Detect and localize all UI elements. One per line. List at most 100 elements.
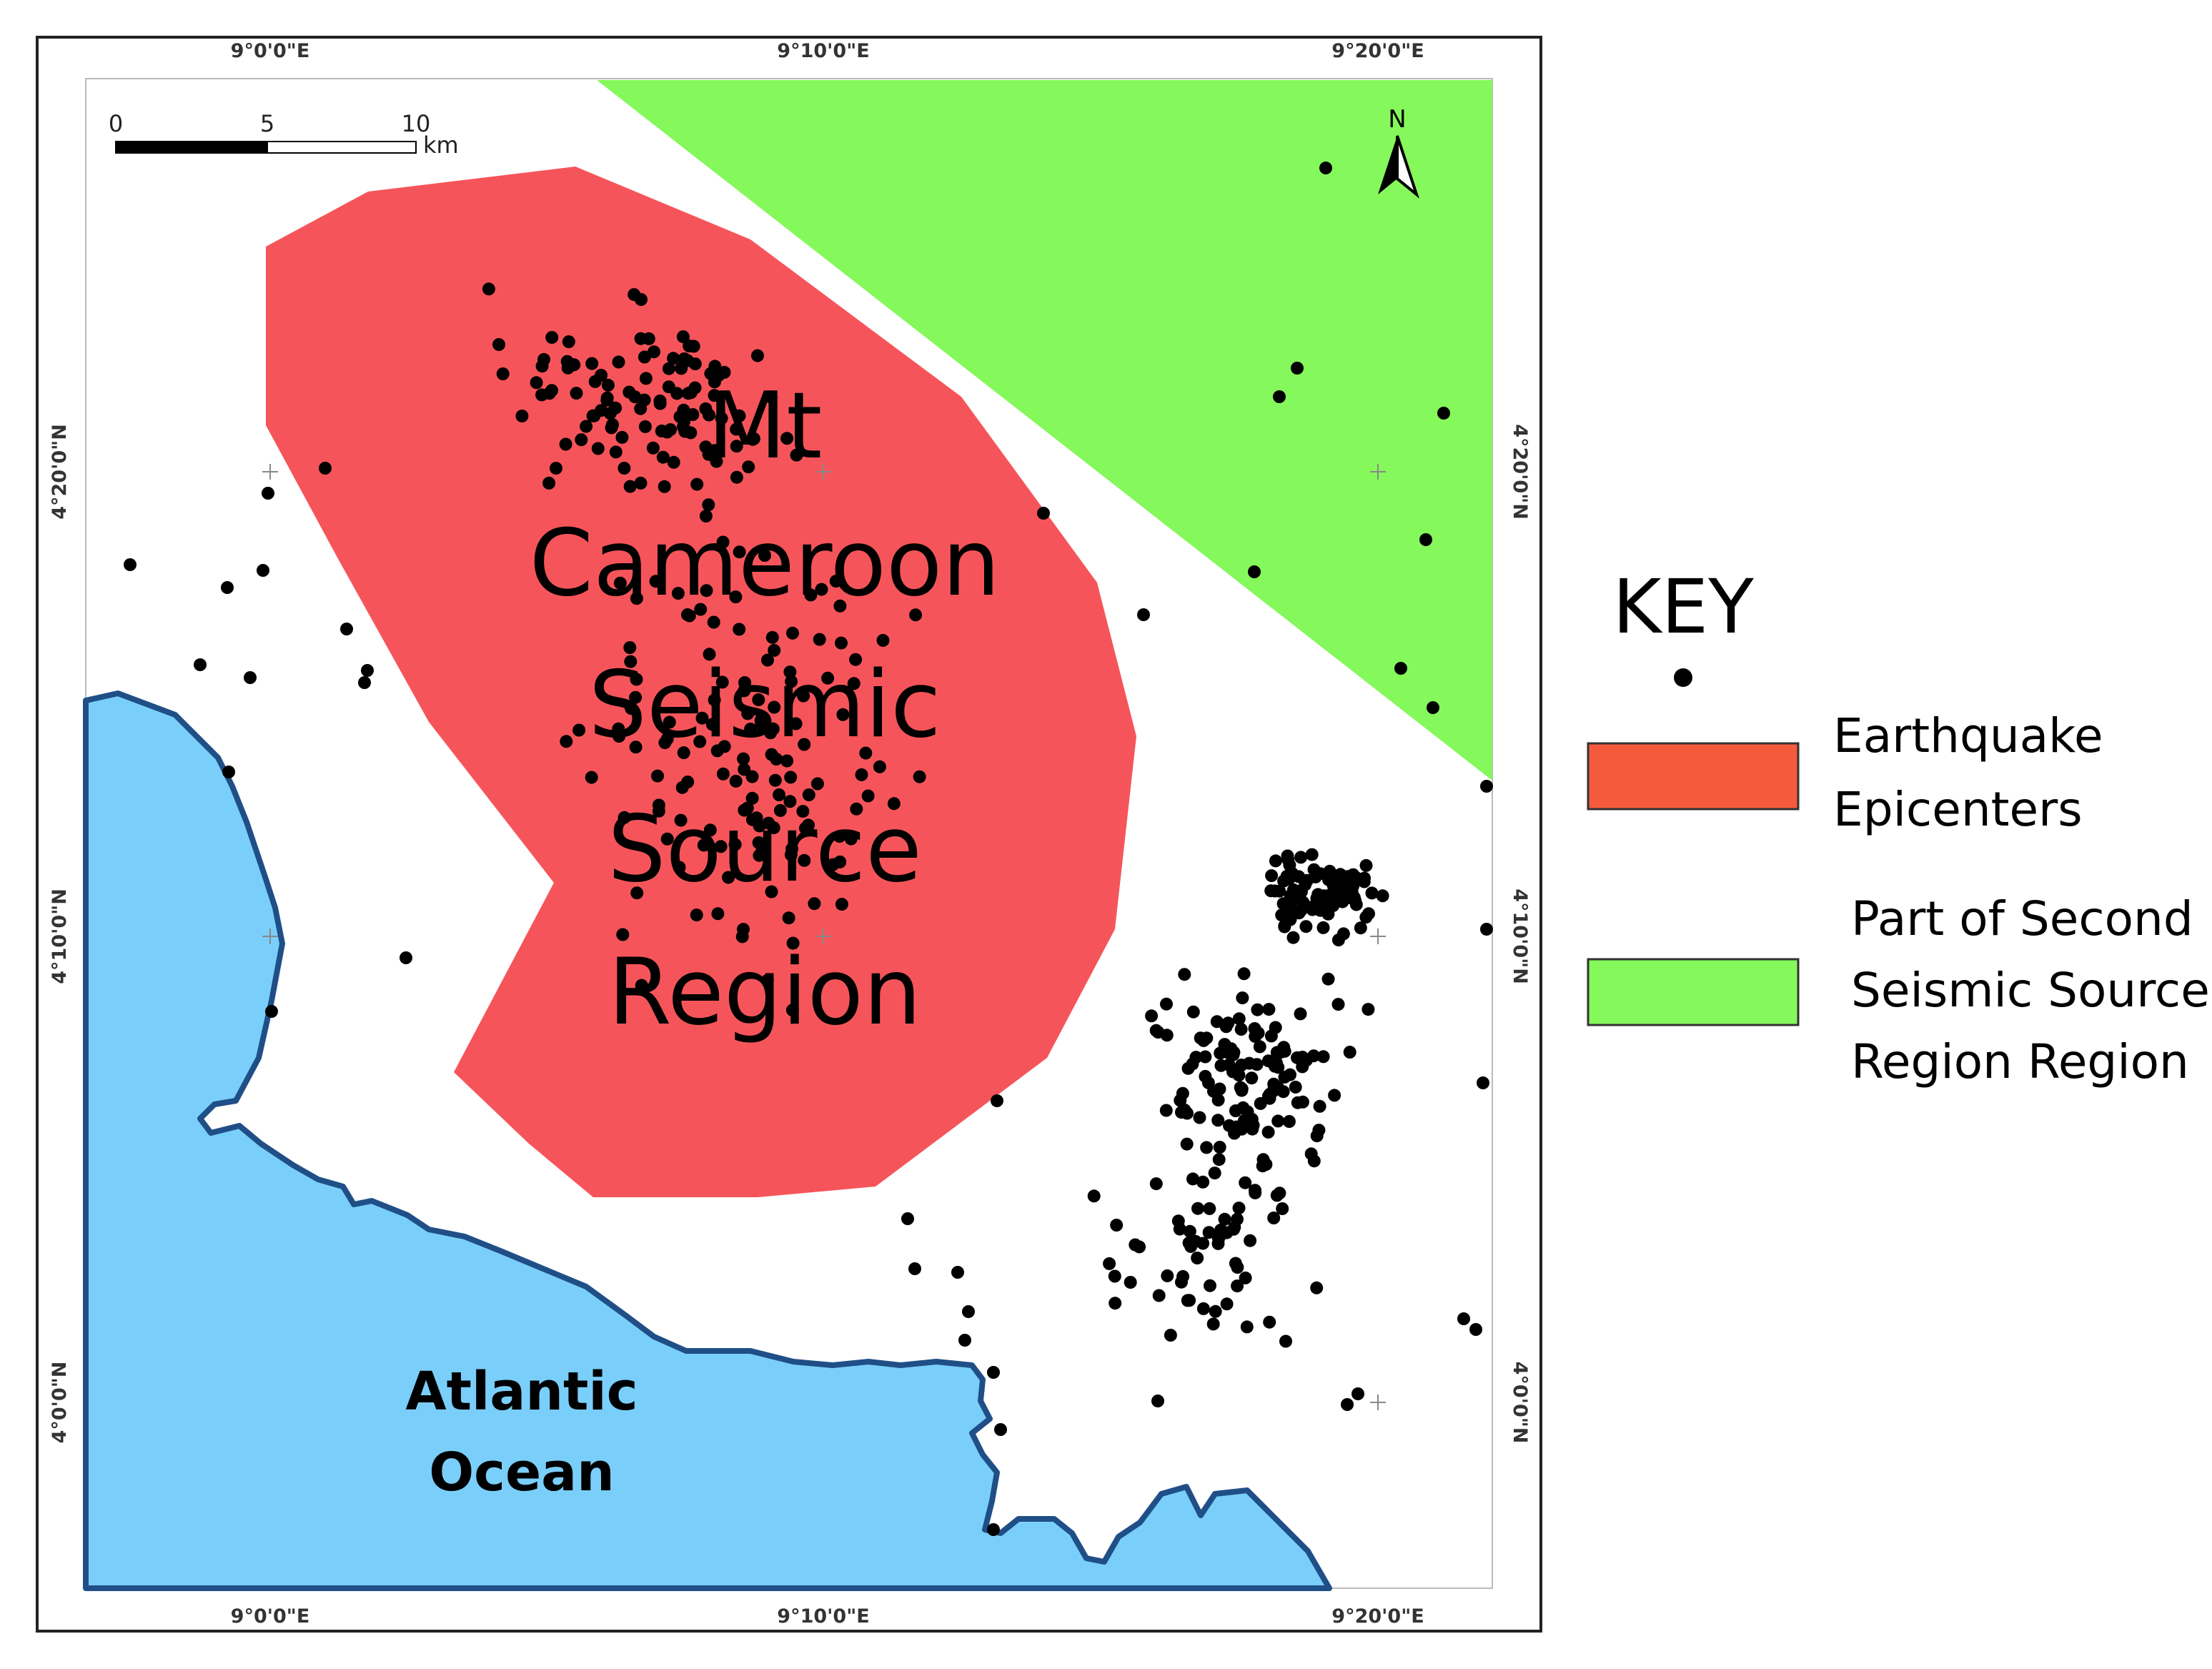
epicenter-dot (1152, 1289, 1166, 1302)
epicenter-dot (804, 588, 818, 602)
epicenter-dot (849, 653, 863, 666)
graticule-cross (262, 464, 278, 480)
epicenter-dot (829, 575, 843, 588)
epicenter-dot (677, 746, 690, 760)
epicenter-dot (1427, 701, 1439, 714)
epicenter-dot (559, 437, 572, 451)
epicenter-dot (1304, 1147, 1318, 1161)
epicenter-dot (1212, 1232, 1225, 1246)
epicenter-dot (833, 855, 847, 868)
epicenter-dot (1310, 1129, 1324, 1143)
epicenter-dot (530, 376, 543, 390)
lat-label-right-2: 4°10'0"N (1509, 888, 1531, 984)
epicenter-dot (601, 378, 615, 392)
epicenter-dot (737, 752, 750, 766)
epicenter-dot (634, 476, 648, 490)
epicenter-dot (808, 897, 821, 911)
epicenter-dot (1261, 1054, 1275, 1068)
epicenter-dot (221, 581, 234, 594)
epicenter-dot (1218, 1212, 1231, 1226)
epicenter-dot (660, 832, 674, 846)
epicenter-dot (1186, 1172, 1199, 1186)
region-label-line-3: Seismic (589, 652, 941, 758)
epicenter-dot (1282, 1115, 1296, 1128)
epicenter-dot (789, 717, 803, 731)
epicenter-dot (482, 282, 495, 296)
epicenter-dot (600, 393, 614, 407)
epicenter-dot (658, 736, 672, 750)
epicenter-dot (1236, 991, 1249, 1005)
epicenter-dot (786, 936, 800, 950)
key-title: KEY (1612, 563, 1754, 650)
epicenter-dot (1316, 921, 1330, 934)
mt-cameroon-region-label: Mt Cameroon Seismic Source Region (530, 373, 1001, 1046)
epicenter-dot (662, 362, 675, 375)
scale-tick-0: 0 (109, 110, 123, 137)
epicenter-dot (648, 345, 660, 359)
epicenter-dot (1477, 1076, 1489, 1089)
epicenter-dot (618, 811, 631, 824)
earthquake-epicenters (124, 162, 1493, 1536)
epicenter-dot (1270, 1046, 1284, 1059)
epicenter-dot (638, 393, 651, 407)
epicenter-dot (1264, 884, 1278, 898)
epicenter-dot (855, 768, 868, 781)
epicenter-dot (319, 462, 332, 475)
epicenter-dot (1345, 888, 1358, 902)
epicenter-dot (585, 771, 598, 784)
epicenter-dot (1196, 1237, 1210, 1250)
epicenter-dot (1339, 877, 1353, 891)
epicenter-dot (1261, 1125, 1275, 1139)
epicenter-dot (1237, 967, 1251, 981)
epicenter-dot (1313, 1099, 1326, 1113)
epicenter-dot (580, 420, 593, 433)
epicenter-dot (687, 340, 700, 353)
epicenter-dot (1278, 920, 1291, 933)
epicenter-dot (1271, 1114, 1285, 1128)
epicenter-dot (1212, 1153, 1226, 1167)
epicenter-dot (758, 549, 771, 562)
epicenter-dot (765, 390, 778, 404)
epicenter-dot (1149, 1177, 1163, 1191)
epicenter-dot (682, 387, 695, 400)
epicenter-dot (1281, 897, 1294, 911)
north-arrow-icon: N (1378, 105, 1420, 199)
epicenter-dot (1124, 1276, 1137, 1289)
epicenter-dot (681, 608, 694, 621)
epicenter-dot (1209, 1304, 1222, 1318)
epicenter-dot (1362, 907, 1375, 921)
epicenter-dot (766, 722, 780, 736)
epicenter-dot (773, 803, 787, 817)
key-label-2-line-3: Region Region (1851, 1034, 2189, 1089)
epicenter-dot (1359, 858, 1373, 872)
epicenter-dot (733, 623, 746, 636)
epicenter-dot (1289, 1080, 1302, 1094)
epicenter-dot (1248, 565, 1261, 578)
epicenter-dot (624, 655, 638, 668)
epicenter-dot (768, 700, 781, 714)
epicenter-dot (1182, 1236, 1196, 1249)
epicenter-dot (1309, 870, 1322, 883)
epicenter-dot (1269, 854, 1282, 868)
key-swatch-earthquake-epicenters (1587, 742, 1800, 811)
epicenter-dot (618, 462, 631, 475)
epicenter-dot (629, 690, 643, 704)
epicenter-dot (1229, 1104, 1242, 1117)
epicenter-dot (595, 369, 608, 382)
epicenter-dot (716, 767, 730, 781)
epicenter-dot (1281, 849, 1294, 863)
graticule-cross (1370, 928, 1386, 944)
epicenter-dot (987, 1523, 1000, 1536)
epicenter-dot (1211, 1114, 1225, 1127)
epicenter-dot (729, 590, 743, 604)
epicenter-dot (994, 1423, 1007, 1436)
epicenter-dot (1239, 1271, 1252, 1284)
epicenter-dot (1220, 1297, 1234, 1311)
lon-label-bottom-3: 9°20'0"E (1331, 1605, 1424, 1628)
epicenter-dot (358, 676, 371, 689)
scale-unit: km (423, 132, 459, 159)
epicenter-dot (1196, 1175, 1210, 1189)
epicenter-dot (815, 583, 828, 596)
epicenter-dot (730, 440, 743, 453)
epicenter-dot (752, 836, 765, 849)
